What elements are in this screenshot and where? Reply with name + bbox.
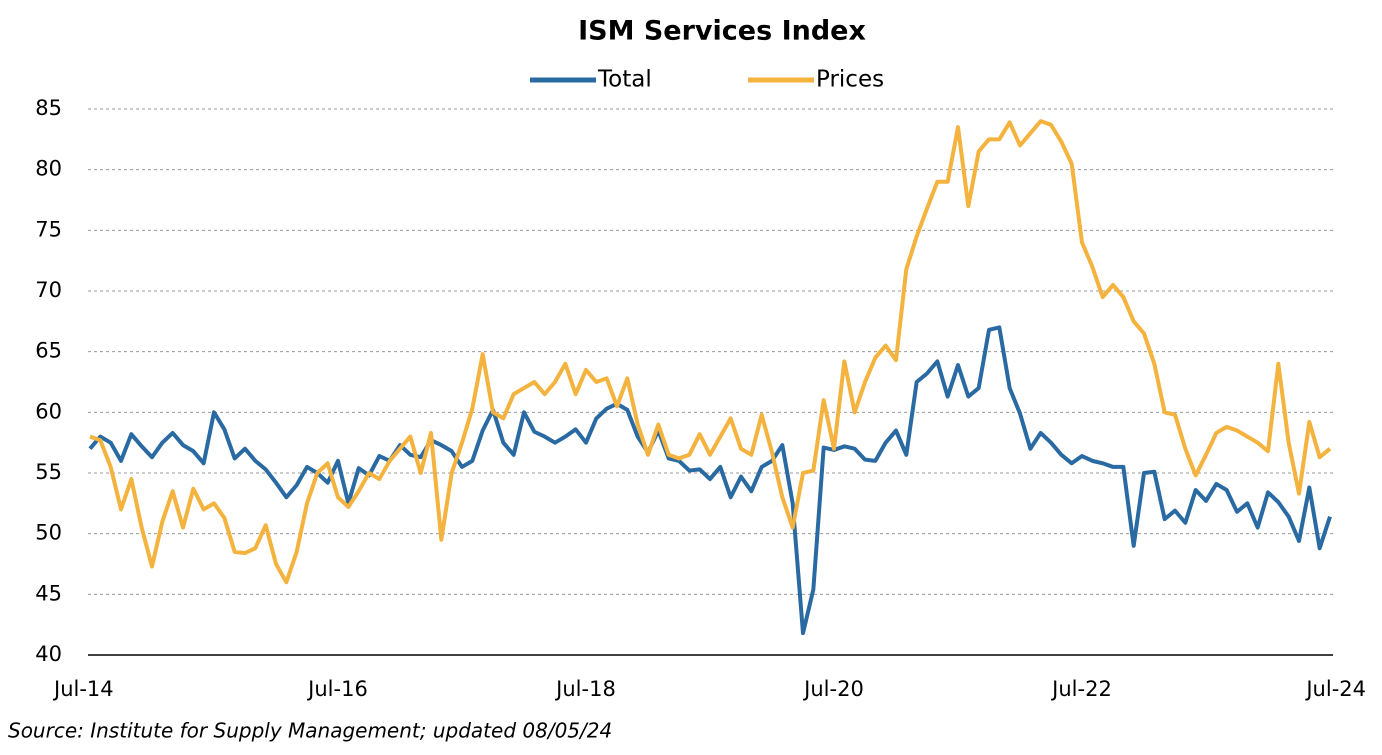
y-tick-label: 80	[35, 157, 62, 181]
x-tick-label: Jul-22	[1050, 677, 1112, 701]
chart-title: ISM Services Index	[578, 16, 866, 47]
x-tick-label: Jul-24	[1304, 677, 1366, 701]
x-tick-label: Jul-20	[802, 677, 864, 701]
series-line	[88, 325, 1332, 636]
y-tick-label: 85	[35, 96, 62, 120]
y-tick-label: 55	[35, 460, 62, 484]
x-tick-label: Jul-14	[52, 677, 114, 701]
source-note: Source: Institute for Supply Management;…	[8, 719, 612, 743]
y-tick-label: 60	[35, 399, 62, 423]
legend-label: Total	[597, 67, 652, 93]
y-tick-label: 70	[35, 278, 62, 302]
series-line	[89, 119, 1332, 585]
y-tick-label: 65	[35, 339, 62, 363]
y-tick-label: 50	[35, 521, 62, 545]
legend-label: Prices	[816, 67, 884, 93]
y-tick-label: 45	[35, 581, 62, 605]
y-tick-label: 75	[35, 217, 62, 241]
x-tick-label: Jul-18	[554, 677, 616, 701]
y-tick-label: 40	[35, 642, 62, 666]
x-tick-label: Jul-16	[306, 677, 368, 701]
